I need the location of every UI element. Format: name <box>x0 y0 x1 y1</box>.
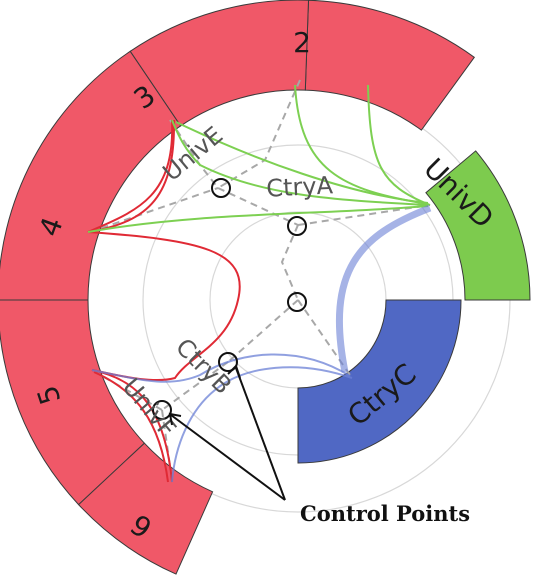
blue-edge-thick <box>335 204 432 373</box>
label-ctry-a: CtryA <box>266 171 335 202</box>
control-points <box>152 178 307 420</box>
annotation-arrowhead <box>227 364 241 379</box>
control-point[interactable] <box>152 400 172 420</box>
hierarchy-line <box>217 187 299 226</box>
segment-label-2: 2 <box>293 26 311 59</box>
green-edge <box>87 205 429 233</box>
blue-edge <box>91 353 351 383</box>
green-edge <box>367 84 431 206</box>
green-edges <box>87 84 431 233</box>
red-edge <box>87 119 176 233</box>
green-edge <box>175 121 429 204</box>
annotation-arrowhead <box>168 412 182 426</box>
hierarchy-line <box>280 224 299 301</box>
green-edge <box>171 119 429 206</box>
control-point[interactable] <box>287 292 307 312</box>
ring-segment-univd[interactable] <box>425 150 531 301</box>
control-points-label: Control Points <box>300 501 470 526</box>
ring-segment-4[interactable] <box>0 50 182 301</box>
label-ctry-b: CtryB <box>170 333 237 400</box>
annotation-arrow <box>235 367 286 501</box>
blue-edges <box>91 204 432 483</box>
red-edge <box>87 231 241 382</box>
control-point[interactable] <box>287 216 307 236</box>
hierarchy-line <box>227 299 299 363</box>
hierarchy-line <box>161 361 229 411</box>
annotation-arrow <box>170 414 286 501</box>
hierarchy-line <box>89 187 219 233</box>
ring-segment-2[interactable] <box>304 0 475 131</box>
red-edge <box>93 371 169 483</box>
red-edge <box>87 119 174 233</box>
blue-edge <box>171 366 353 483</box>
red-edge <box>91 369 173 483</box>
ring-segments <box>0 0 531 575</box>
control-point[interactable] <box>211 178 231 198</box>
control-point[interactable] <box>218 352 238 372</box>
ring-segment-6[interactable] <box>77 442 214 575</box>
control-points-annotation: Control Points <box>168 364 470 526</box>
